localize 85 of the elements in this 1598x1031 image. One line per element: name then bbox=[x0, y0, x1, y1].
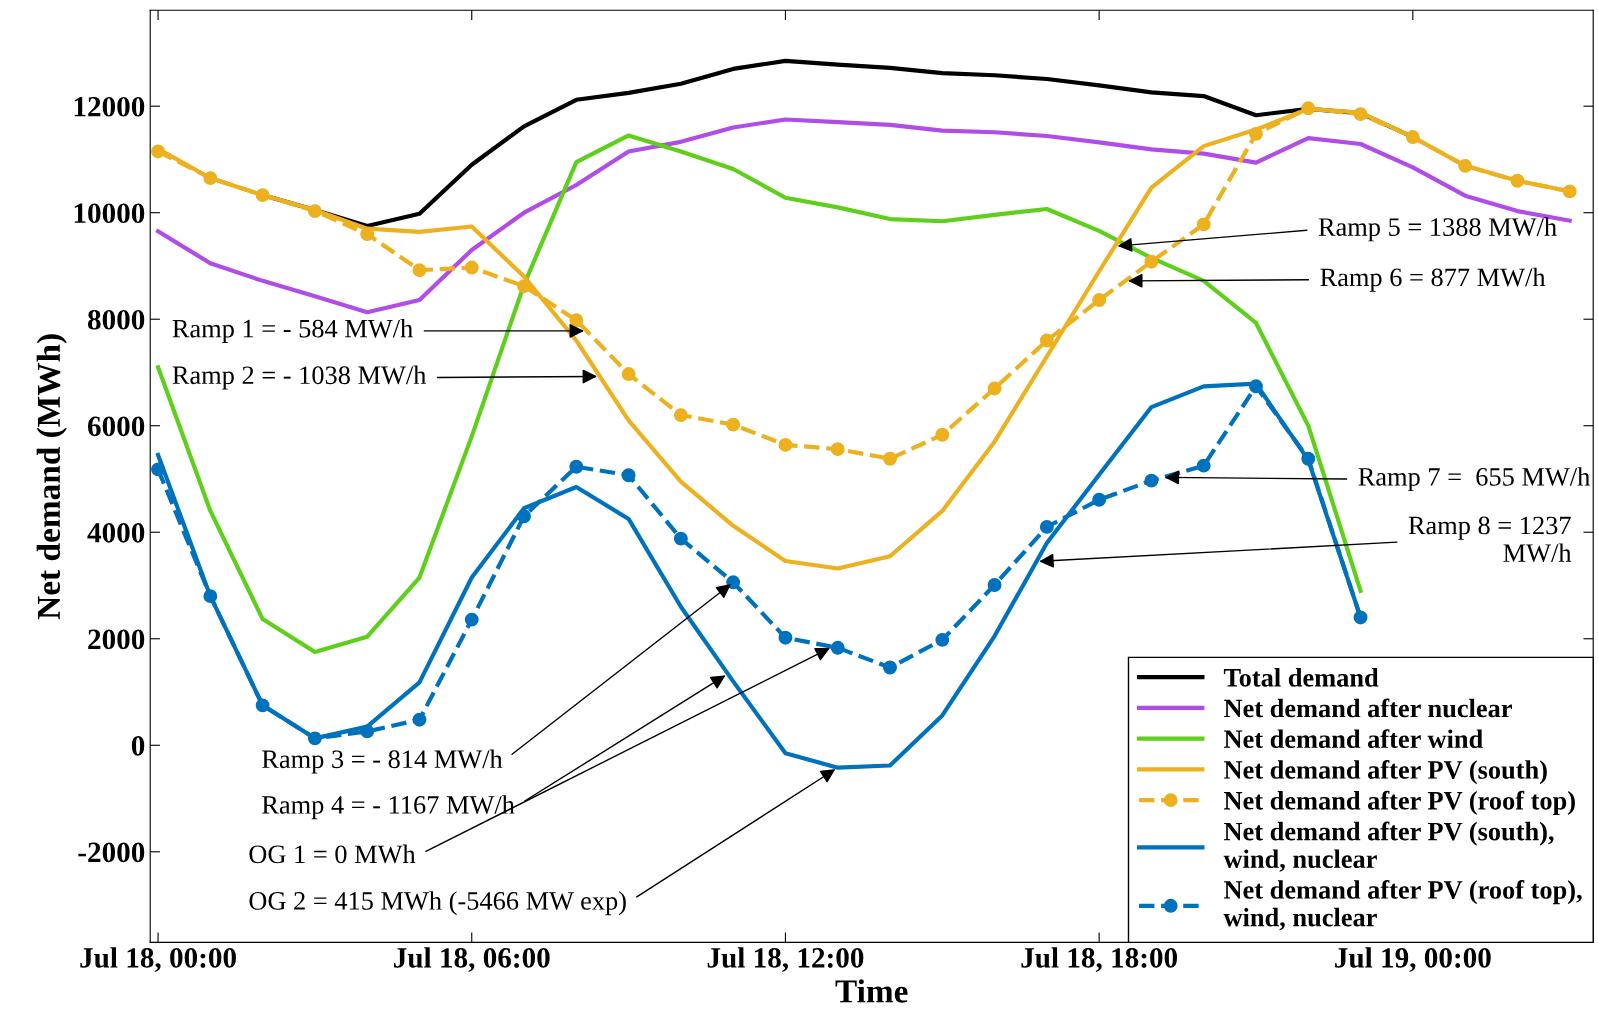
point bbox=[987, 578, 1002, 592]
point bbox=[883, 660, 897, 675]
x-tick-label: Jul 18, 18:00 bbox=[1021, 947, 1178, 972]
legend-label: Net demand after PV (south) bbox=[1223, 760, 1547, 785]
annotation: Ramp 7 = 655 MW/h bbox=[1358, 467, 1590, 492]
y-tick-label: 12000 bbox=[74, 96, 145, 117]
y-axis-title: Net demand (MWh) bbox=[36, 334, 67, 620]
point bbox=[255, 698, 270, 713]
point bbox=[203, 589, 218, 604]
point bbox=[360, 724, 375, 739]
annotation: Ramp 1 = - 584 MW/h bbox=[172, 318, 413, 343]
x-tick-label: Jul 18, 06:00 bbox=[394, 947, 550, 972]
x-tick-label: Jul 19, 00:00 bbox=[1335, 947, 1491, 972]
point bbox=[1353, 107, 1368, 122]
annotation: Ramp 5 = 1388 MW/h bbox=[1318, 217, 1557, 242]
point bbox=[1405, 130, 1420, 145]
point bbox=[203, 171, 218, 186]
point bbox=[1510, 173, 1525, 188]
point bbox=[987, 381, 1002, 396]
annotation: Ramp 4 = - 1167 MW/h bbox=[262, 795, 515, 820]
annotation: Ramp 8 = 1237 MW/h bbox=[1408, 516, 1572, 563]
point bbox=[778, 437, 793, 452]
annotation: OG 1 = 0 MWh bbox=[249, 844, 416, 864]
point bbox=[621, 468, 636, 483]
point bbox=[412, 712, 427, 727]
y-tick-label: 2000 bbox=[88, 629, 145, 650]
point bbox=[412, 263, 427, 278]
point bbox=[1562, 184, 1577, 199]
point bbox=[1301, 451, 1316, 466]
point bbox=[830, 640, 845, 655]
point bbox=[673, 408, 688, 423]
point bbox=[726, 417, 741, 432]
point bbox=[1196, 458, 1211, 473]
point bbox=[307, 731, 322, 746]
annotation: Ramp 2 = - 1038 MW/h bbox=[172, 365, 427, 390]
point bbox=[1039, 519, 1054, 534]
point bbox=[935, 632, 950, 647]
point bbox=[151, 462, 165, 477]
point bbox=[517, 509, 531, 524]
point bbox=[830, 442, 845, 457]
point bbox=[1353, 610, 1368, 625]
point bbox=[1039, 333, 1054, 348]
point bbox=[1196, 217, 1211, 232]
y-tick-label: 8000 bbox=[87, 309, 145, 330]
y-tick-label: -2000 bbox=[78, 842, 145, 863]
y-tick-label: 6000 bbox=[88, 416, 145, 437]
point bbox=[1249, 379, 1263, 394]
point bbox=[517, 279, 531, 294]
legend-label: Net demand after PV (south), wind, nuclear bbox=[1223, 821, 1554, 872]
line-series bbox=[155, 117, 1572, 315]
point bbox=[1144, 473, 1159, 488]
point bbox=[255, 188, 270, 203]
annotation: OG 2 = 415 MWh (-5466 MW exp) bbox=[249, 891, 626, 916]
point bbox=[464, 612, 479, 627]
annotation: Ramp 6 = 877 MW/h bbox=[1320, 267, 1546, 292]
point bbox=[1144, 254, 1159, 269]
point bbox=[621, 367, 636, 382]
x-tick-label: Jul 18, 00:00 bbox=[80, 947, 236, 972]
point bbox=[778, 630, 793, 645]
legend-label: Net demand after nuclear bbox=[1223, 698, 1512, 718]
y-tick-label: 10000 bbox=[74, 203, 145, 224]
point bbox=[883, 451, 897, 466]
x-tick-label: Jul 18, 12:00 bbox=[707, 947, 864, 972]
point bbox=[151, 144, 165, 159]
point bbox=[569, 313, 584, 328]
legend-label: Net demand after wind bbox=[1223, 729, 1483, 749]
point bbox=[1092, 293, 1107, 307]
point bbox=[1458, 158, 1473, 173]
point bbox=[1301, 101, 1316, 116]
legend-label: Net demand after PV (roof top) bbox=[1223, 790, 1575, 815]
point bbox=[1092, 492, 1107, 507]
legend-label: Total demand bbox=[1223, 668, 1379, 687]
annotation: Ramp 3 = - 814 MW/h bbox=[262, 749, 503, 774]
point bbox=[935, 427, 950, 442]
legend-label: Net demand after PV (roof top), wind, nuclear bbox=[1223, 879, 1582, 931]
y-tick-label: 4000 bbox=[87, 522, 145, 543]
y-tick-label: 0 bbox=[131, 736, 145, 756]
point bbox=[307, 204, 322, 219]
point bbox=[673, 531, 688, 546]
point bbox=[1249, 126, 1263, 141]
x-axis-title: Time bbox=[835, 979, 908, 1003]
point bbox=[464, 260, 479, 275]
point bbox=[726, 575, 741, 590]
point bbox=[360, 227, 375, 241]
point bbox=[569, 459, 584, 474]
